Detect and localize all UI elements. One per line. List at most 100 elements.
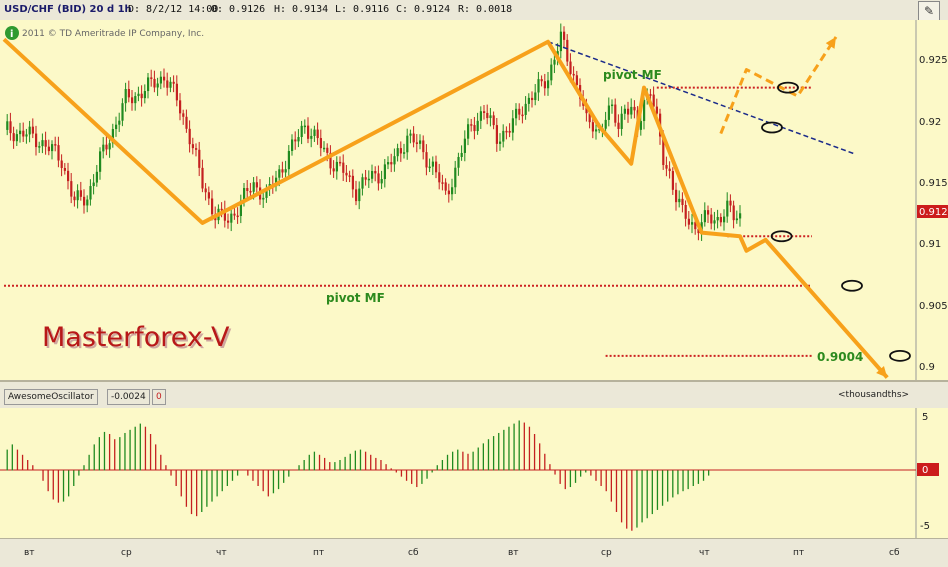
header-high-field: H: 0.9134 (274, 4, 328, 15)
candle-body (134, 96, 136, 103)
candle-body (726, 201, 728, 217)
candle-body (67, 171, 69, 181)
oscillator-units: <thousandths> (838, 390, 909, 400)
candle-body (518, 109, 520, 115)
candle-body (176, 84, 178, 101)
candle-body (16, 134, 18, 141)
candle-body (387, 162, 389, 164)
candle-body (563, 32, 565, 40)
candle-body (192, 144, 194, 148)
oscillator-tick-label: 0 (922, 465, 928, 476)
price-tick-label: 0.9 (919, 362, 935, 373)
candle-body (182, 113, 184, 116)
oscillator-name: AwesomeOscillator (4, 389, 98, 405)
candle-body (25, 134, 27, 136)
candle-body (128, 89, 130, 97)
candle-body (73, 197, 75, 201)
candle-body (365, 177, 367, 179)
oscillator-tick-label: -5 (920, 521, 930, 532)
candle-body (41, 140, 43, 146)
target-label: 0.9004 (817, 350, 863, 364)
copyright-badge: i 2011 © TD Ameritrade IP Company, Inc. (5, 26, 204, 40)
time-axis-label: пт (793, 548, 804, 558)
candle-body (521, 115, 523, 117)
candle-body (323, 148, 325, 150)
candle-body (237, 216, 239, 218)
candle-body (713, 220, 715, 223)
candle-body (499, 142, 501, 144)
info-icon-glyph: i (10, 29, 13, 40)
candle-body (425, 152, 427, 167)
candle-body (320, 138, 322, 148)
candle-body (525, 104, 527, 115)
candle-body (189, 129, 191, 144)
time-axis-label: сб (408, 548, 419, 558)
candle-body (445, 182, 447, 190)
candle-body (246, 188, 248, 191)
watermark-text: Masterforex-V (42, 322, 230, 353)
candle-body (729, 201, 731, 206)
candle-body (13, 133, 15, 141)
time-axis-label: чт (699, 548, 710, 558)
oscillator-tick-label: 5 (922, 412, 928, 423)
candle-body (118, 121, 120, 125)
candle-body (51, 144, 53, 151)
candle-body (198, 150, 200, 168)
candle-body (361, 177, 363, 188)
candle-body (307, 126, 309, 139)
candle-body (733, 205, 735, 220)
candle-body (233, 214, 235, 216)
candle-body (29, 127, 31, 135)
candle-body (416, 142, 418, 144)
candle-body (649, 94, 651, 96)
candle-body (355, 189, 357, 201)
candle-body (342, 163, 344, 173)
candle-body (483, 111, 485, 113)
time-axis-label: ср (121, 548, 132, 558)
candle-body (457, 157, 459, 168)
candle-body (195, 148, 197, 150)
candle-body (326, 148, 328, 153)
candle-body (336, 162, 338, 171)
candle-body (656, 107, 658, 114)
candle-body (374, 171, 376, 173)
candle-body (313, 130, 315, 136)
candle-body (512, 118, 514, 132)
candle-body (448, 191, 450, 195)
candle-body (393, 156, 395, 164)
candle-body (413, 134, 415, 143)
candle-body (163, 77, 165, 81)
candle-body (541, 79, 543, 81)
candle-body (592, 122, 594, 131)
candle-body (227, 221, 229, 223)
candle-body (6, 121, 8, 130)
pivot-lower-label: pivot MF (326, 291, 385, 305)
candle-body (614, 105, 616, 123)
candle-body (61, 161, 63, 168)
time-axis-label: ср (601, 548, 612, 558)
candle-body (297, 137, 299, 141)
candle-body (45, 140, 47, 147)
candle-body (371, 171, 373, 179)
candle-body (288, 151, 290, 169)
candle-body (477, 121, 479, 131)
pivot-upper-label: pivot MF (603, 68, 662, 82)
price-tick-label: 0.915 (919, 178, 948, 189)
candle-body (493, 115, 495, 125)
candle-body (281, 169, 283, 172)
candle-body (86, 200, 88, 206)
candle-body (99, 151, 101, 171)
candle-body (627, 109, 629, 115)
candle-body (160, 77, 162, 84)
chart-settings-button[interactable]: ✎ (918, 1, 940, 21)
candle-body (150, 77, 152, 79)
candle-body (710, 215, 712, 224)
candle-body (230, 214, 232, 223)
candle-body (630, 107, 632, 115)
candle-body (704, 210, 706, 222)
candle-body (64, 168, 66, 171)
current-price-label: 0.912 (919, 207, 948, 218)
candle-body (720, 217, 722, 222)
candle-body (144, 91, 146, 98)
oscillator-value: -0.0024 (107, 389, 150, 405)
